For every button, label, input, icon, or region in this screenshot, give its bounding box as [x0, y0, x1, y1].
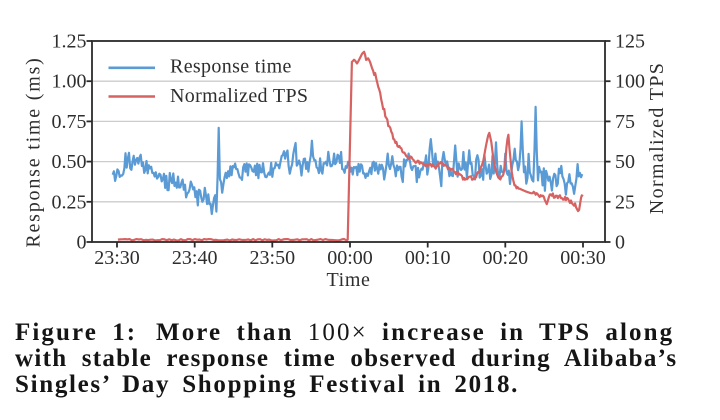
svg-text:00:10: 00:10: [405, 247, 451, 269]
svg-text:23:50: 23:50: [250, 247, 296, 269]
svg-text:0.25: 0.25: [52, 191, 87, 213]
svg-text:100: 100: [615, 71, 645, 93]
svg-text:25: 25: [615, 191, 635, 213]
svg-text:Response time: Response time: [170, 56, 292, 78]
svg-text:0.50: 0.50: [52, 151, 87, 173]
svg-text:00:30: 00:30: [560, 247, 606, 269]
svg-text:50: 50: [615, 151, 635, 173]
svg-text:1.00: 1.00: [52, 71, 87, 93]
svg-text:0.75: 0.75: [52, 111, 87, 133]
svg-text:Normalized TPS: Normalized TPS: [170, 85, 308, 107]
svg-text:23:30: 23:30: [94, 247, 140, 269]
svg-text:23:40: 23:40: [172, 247, 218, 269]
svg-text:75: 75: [615, 111, 635, 133]
svg-text:0: 0: [615, 232, 625, 254]
svg-text:125: 125: [615, 31, 645, 53]
svg-text:0: 0: [77, 232, 87, 254]
svg-text:00:00: 00:00: [327, 247, 373, 269]
svg-text:Normalized TPS: Normalized TPS: [646, 62, 668, 214]
svg-text:Time: Time: [327, 269, 371, 291]
svg-text:Response time (ms): Response time (ms): [23, 56, 45, 247]
svg-text:1.25: 1.25: [52, 31, 87, 53]
svg-text:00:20: 00:20: [483, 247, 529, 269]
